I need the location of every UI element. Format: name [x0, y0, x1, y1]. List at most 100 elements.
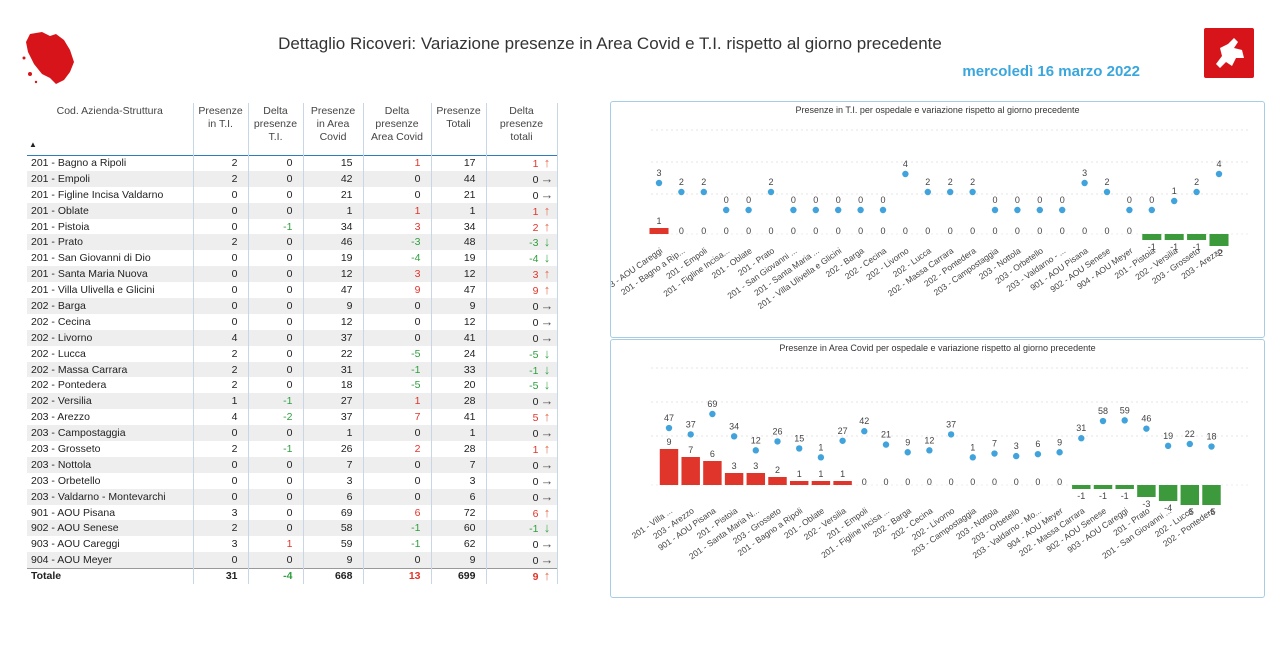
- presenze-dot[interactable]: [991, 450, 998, 457]
- presenze-dot[interactable]: [904, 449, 911, 456]
- delta-bar[interactable]: [1164, 234, 1184, 240]
- presenze-dot[interactable]: [1014, 206, 1021, 214]
- presenze-dot[interactable]: [879, 206, 887, 214]
- presenze-dot[interactable]: [1126, 206, 1133, 214]
- delta-bar[interactable]: [1187, 234, 1207, 240]
- presenze-dot[interactable]: [1036, 206, 1043, 214]
- table-row[interactable]: 201 - Empoli 2 0 42 0 44 0 →: [27, 170, 558, 187]
- presenze-dot[interactable]: [709, 410, 716, 418]
- presenze-dot[interactable]: [796, 445, 803, 452]
- table-row[interactable]: 903 - AOU Careggi 3 1 59 -1 62 0 →: [27, 536, 558, 553]
- presenze-dot[interactable]: [1013, 452, 1020, 460]
- presenze-dot[interactable]: [745, 206, 752, 214]
- delta-bar[interactable]: [1142, 234, 1162, 240]
- column-header-presenze-covid[interactable]: Presenze in Area Covid: [303, 103, 364, 155]
- presenze-dot[interactable]: [790, 206, 797, 214]
- presenze-dot[interactable]: [817, 454, 825, 461]
- presenze-dot[interactable]: [767, 188, 775, 196]
- delta-bar[interactable]: [724, 473, 744, 485]
- delta-bar[interactable]: [789, 481, 809, 485]
- delta-bar[interactable]: [659, 449, 679, 485]
- table-row[interactable]: 203 - Valdarno - Montevarchi 0 0 6 0 6 0 →: [27, 488, 558, 505]
- presenze-dot[interactable]: [774, 438, 781, 445]
- delta-bar[interactable]: [746, 473, 766, 485]
- table-row[interactable]: 202 - Pontedera 2 0 18 -5 20 -5 ↓: [27, 377, 558, 394]
- table-row[interactable]: 201 - Oblate 0 0 1 1 1 1 ↑: [27, 202, 558, 219]
- column-header-presenze-ti[interactable]: Presenze in T.I.: [193, 103, 249, 155]
- table-row[interactable]: 203 - Arezzo 4 -2 37 7 41 5 ↑: [27, 409, 558, 426]
- table-row[interactable]: 201 - Prato 2 0 46 -3 48 -3 ↓: [27, 234, 558, 251]
- presenze-dot[interactable]: [926, 447, 933, 454]
- table-row[interactable]: 201 - Santa Maria Nuova 0 0 12 3 12 3 ↑: [27, 266, 558, 283]
- delta-bar[interactable]: [768, 477, 787, 485]
- presenze-dot[interactable]: [1078, 435, 1085, 442]
- presenze-dot[interactable]: [1103, 188, 1111, 196]
- column-header-delta-ti[interactable]: Delta presenze T.I.: [248, 103, 304, 155]
- table-row[interactable]: 202 - Massa Carrara 2 0 31 -1 33 -1 ↓: [27, 361, 558, 378]
- table-row[interactable]: 203 - Campostaggia 0 0 1 0 1 0 →: [27, 425, 558, 442]
- presenze-dot[interactable]: [902, 170, 909, 178]
- presenze-dot[interactable]: [1143, 425, 1150, 432]
- delta-bar[interactable]: [1158, 485, 1178, 501]
- table-row[interactable]: 202 - Versilia 1 -1 27 1 28 0 →: [27, 393, 558, 410]
- presenze-dot[interactable]: [655, 179, 663, 187]
- delta-bar[interactable]: [1137, 485, 1156, 497]
- presenze-dot[interactable]: [861, 428, 868, 435]
- presenze-dot[interactable]: [1081, 179, 1088, 187]
- presenze-dot[interactable]: [1186, 440, 1193, 448]
- table-row[interactable]: 201 - Figline Incisa Valdarno 0 0 21 0 21 0 →: [27, 186, 558, 203]
- presenze-dot[interactable]: [947, 431, 955, 438]
- table-row[interactable]: 202 - Lucca 2 0 22 -5 24 -5 ↓: [27, 345, 558, 362]
- delta-bar[interactable]: [649, 228, 669, 234]
- delta-bar[interactable]: [811, 481, 831, 485]
- delta-bar[interactable]: [1072, 485, 1091, 489]
- table-row[interactable]: 201 - San Giovanni di Dio 0 0 19 -4 19 -4 ↓: [27, 250, 558, 267]
- presenze-dot[interactable]: [1215, 170, 1223, 178]
- table-row[interactable]: 203 - Grosseto 2 -1 26 2 28 1 ↑: [27, 441, 558, 457]
- column-header-delta-covid[interactable]: Delta presenze Area Covid: [363, 103, 432, 155]
- table-row[interactable]: 201 - Pistoia 0 -1 34 3 34 2 ↑: [27, 218, 558, 235]
- delta-bar[interactable]: [833, 481, 852, 485]
- presenze-dot[interactable]: [1034, 450, 1042, 458]
- delta-bar[interactable]: [1115, 485, 1134, 489]
- table-row[interactable]: 202 - Cecina 0 0 12 0 12 0 →: [27, 313, 558, 330]
- table-row[interactable]: 901 - AOU Pisana 3 0 69 6 72 6 ↑: [27, 504, 558, 521]
- column-header-presenze-totali[interactable]: Presenze Totali: [431, 103, 487, 155]
- presenze-dot[interactable]: [969, 188, 976, 196]
- table-row[interactable]: 201 - Bagno a Ripoli 2 0 15 1 17 1 ↑: [27, 155, 558, 171]
- table-row[interactable]: 902 - AOU Senese 2 0 58 -1 60 -1 ↓: [27, 520, 558, 537]
- presenze-dot[interactable]: [1193, 188, 1200, 196]
- presenze-dot[interactable]: [947, 188, 954, 196]
- delta-bar[interactable]: [1209, 234, 1229, 246]
- presenze-dot[interactable]: [882, 441, 890, 448]
- sort-asc-icon[interactable]: ▲: [29, 140, 37, 150]
- presenze-dot[interactable]: [1148, 206, 1155, 214]
- presenze-dot[interactable]: [991, 206, 999, 214]
- column-header-delta-totali[interactable]: Delta presenze totali: [486, 103, 558, 155]
- delta-bar[interactable]: [1093, 485, 1113, 489]
- presenze-dot[interactable]: [752, 447, 759, 454]
- table-row[interactable]: 202 - Barga 0 0 9 0 9 0 →: [27, 298, 558, 314]
- column-header-struttura[interactable]: Cod. Azienda-Struttura ▲: [27, 103, 194, 155]
- table-row[interactable]: 201 - Villa Ulivella e Glicini 0 0 47 9 47 9 ↑: [27, 282, 558, 299]
- presenze-dot[interactable]: [1164, 442, 1172, 450]
- presenze-dot[interactable]: [857, 206, 864, 214]
- presenze-dot[interactable]: [1121, 417, 1128, 424]
- presenze-dot[interactable]: [678, 188, 685, 196]
- table-row[interactable]: 904 - AOU Meyer 0 0 9 0 9 0 →: [27, 552, 558, 569]
- presenze-dot[interactable]: [839, 437, 846, 444]
- delta-bar[interactable]: [1202, 485, 1221, 505]
- presenze-dot[interactable]: [1208, 443, 1215, 450]
- presenze-dot[interactable]: [1059, 206, 1066, 214]
- delta-bar[interactable]: [681, 457, 700, 485]
- table-row[interactable]: 203 - Orbetello 0 0 3 0 3 0 →: [27, 472, 558, 489]
- presenze-dot[interactable]: [1099, 417, 1107, 425]
- table-row[interactable]: 202 - Livorno 4 0 37 0 41 0 →: [27, 329, 558, 346]
- table-row[interactable]: 203 - Nottola 0 0 7 0 7 0 →: [27, 456, 558, 473]
- presenze-dot[interactable]: [835, 206, 842, 214]
- presenze-dot[interactable]: [687, 431, 694, 438]
- presenze-dot[interactable]: [700, 188, 707, 196]
- delta-bar[interactable]: [703, 461, 722, 485]
- presenze-dot[interactable]: [665, 424, 673, 432]
- presenze-dot[interactable]: [969, 454, 976, 461]
